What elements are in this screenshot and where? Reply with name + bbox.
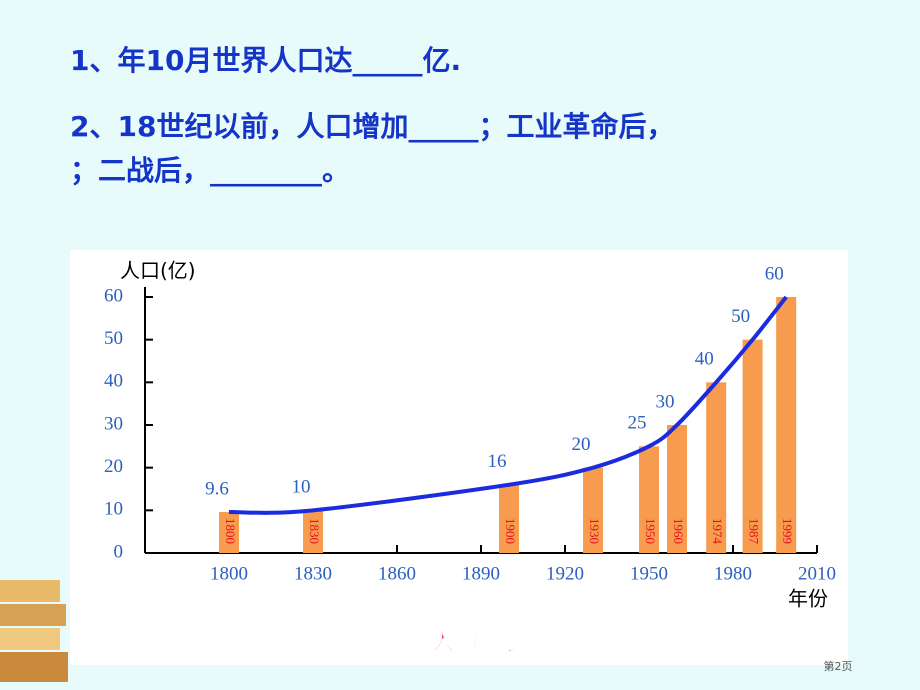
x-tick-label: 1920 [546,563,584,584]
page-number: 第2页 [824,659,853,673]
y-tick-label: 10 [104,499,123,520]
value-label: 60 [765,263,784,284]
year-label: 1900 [503,518,518,544]
bar [583,467,603,553]
y-tick-label: 50 [104,328,123,349]
x-tick-label: 1980 [714,563,752,584]
x-tick-label: 1890 [462,563,500,584]
question: ；二战后，________。 [70,154,350,187]
y-tick-label: 20 [104,456,123,477]
year-label: 1830 [307,518,322,544]
caption: 世界人口增长 [383,628,528,656]
x-tick-label: 1800 [210,563,248,584]
value-label: 20 [572,434,591,455]
year-label: 1987 [747,518,762,545]
bar [499,484,519,553]
value-label: 30 [656,391,675,412]
year-label: 1960 [671,518,686,544]
bar [667,425,687,553]
x-tick-label: 1860 [378,563,416,584]
value-label: 40 [695,349,714,370]
x-axis-label: 年份 [788,587,828,611]
bar [639,446,659,553]
bar [742,339,763,553]
value-label: 9.6 [205,478,229,499]
year-label: 1950 [643,518,658,544]
year-label: 1974 [710,518,725,545]
trend-line [228,295,788,515]
x-tick-label: 2010 [798,563,836,584]
value-label: 16 [488,451,507,472]
year-label: 1930 [587,518,602,544]
question: 2、18世纪以前，人口增加_____；工业革命后， [70,110,674,143]
books-decoration [0,580,68,682]
year-label: 1999 [780,518,795,544]
y-tick-label: 60 [104,285,123,306]
bar [706,382,727,553]
y-axis-label: 人口(亿) [120,259,196,283]
bar [776,297,797,553]
value-label: 25 [628,413,647,434]
y-tick-label: 30 [104,413,123,434]
y-tick-label: 0 [114,541,124,562]
question: 1、年10月世界人口达_____亿. [70,44,461,77]
year-label: 1800 [223,518,238,544]
y-tick-label: 40 [104,371,123,392]
x-tick-label: 1950 [630,563,668,584]
x-tick-label: 1830 [294,563,332,584]
bar [303,510,323,553]
value-label: 50 [731,306,750,327]
bar [219,512,239,553]
value-label: 10 [292,477,311,498]
